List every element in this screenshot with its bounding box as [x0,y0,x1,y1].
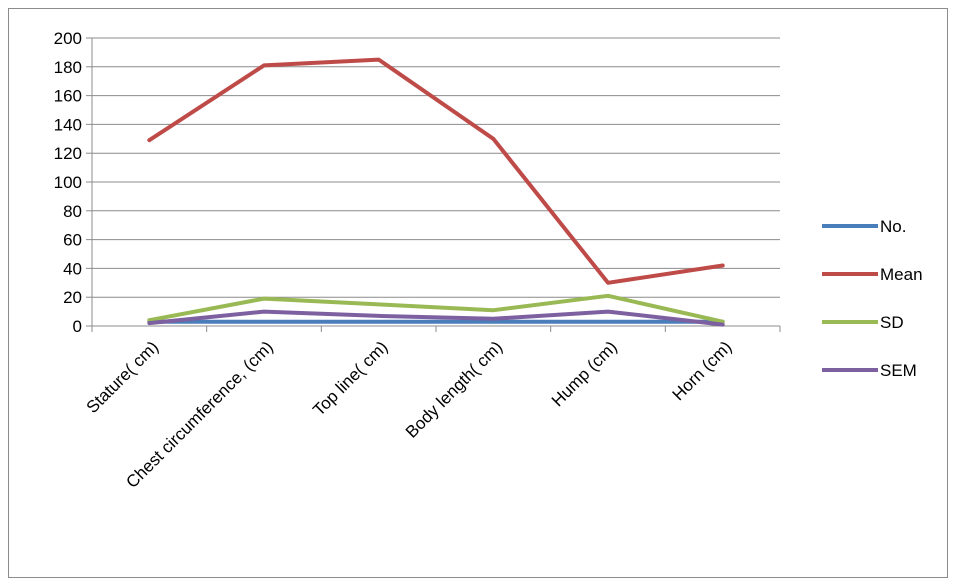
x-category-label: Horn (cm) [669,337,736,404]
y-tick-label: 200 [54,29,82,48]
x-category-label: Stature( cm) [83,337,163,417]
x-category-label: Hump (cm) [548,337,621,410]
x-category-label: Top line( cm) [309,337,391,419]
y-tick-label: 0 [73,317,82,336]
y-tick-label: 40 [63,259,82,278]
legend-label: SD [880,313,904,332]
legend-label: SEM [880,361,917,380]
y-tick-label: 120 [54,144,82,163]
legend: No. Mean SD SEM [822,217,923,380]
series-lines [147,57,725,327]
series-line-sd [147,293,725,324]
y-tick-label: 20 [63,288,82,307]
gridlines [92,37,780,298]
y-tick-label: 160 [54,87,82,106]
x-category-label: Body length( cm) [402,337,506,441]
y-tick-label: 100 [54,173,82,192]
x-axis-category-labels: Stature( cm)Chest circumference, (cm) Top… [83,337,736,491]
y-tick-label: 140 [54,115,82,134]
axes [86,37,781,332]
y-tick-label: 80 [63,202,82,221]
y-tick-label: 60 [63,231,82,250]
y-axis-tick-labels: 0 20 40 60 80 100 120 140 160 180 200 [54,29,82,336]
chart-frame [8,8,948,578]
series-line-sem [147,309,725,327]
legend-label: Mean [880,265,923,284]
series-line-mean [147,57,725,285]
legend-label: No. [880,217,906,236]
y-tick-label: 180 [54,58,82,77]
